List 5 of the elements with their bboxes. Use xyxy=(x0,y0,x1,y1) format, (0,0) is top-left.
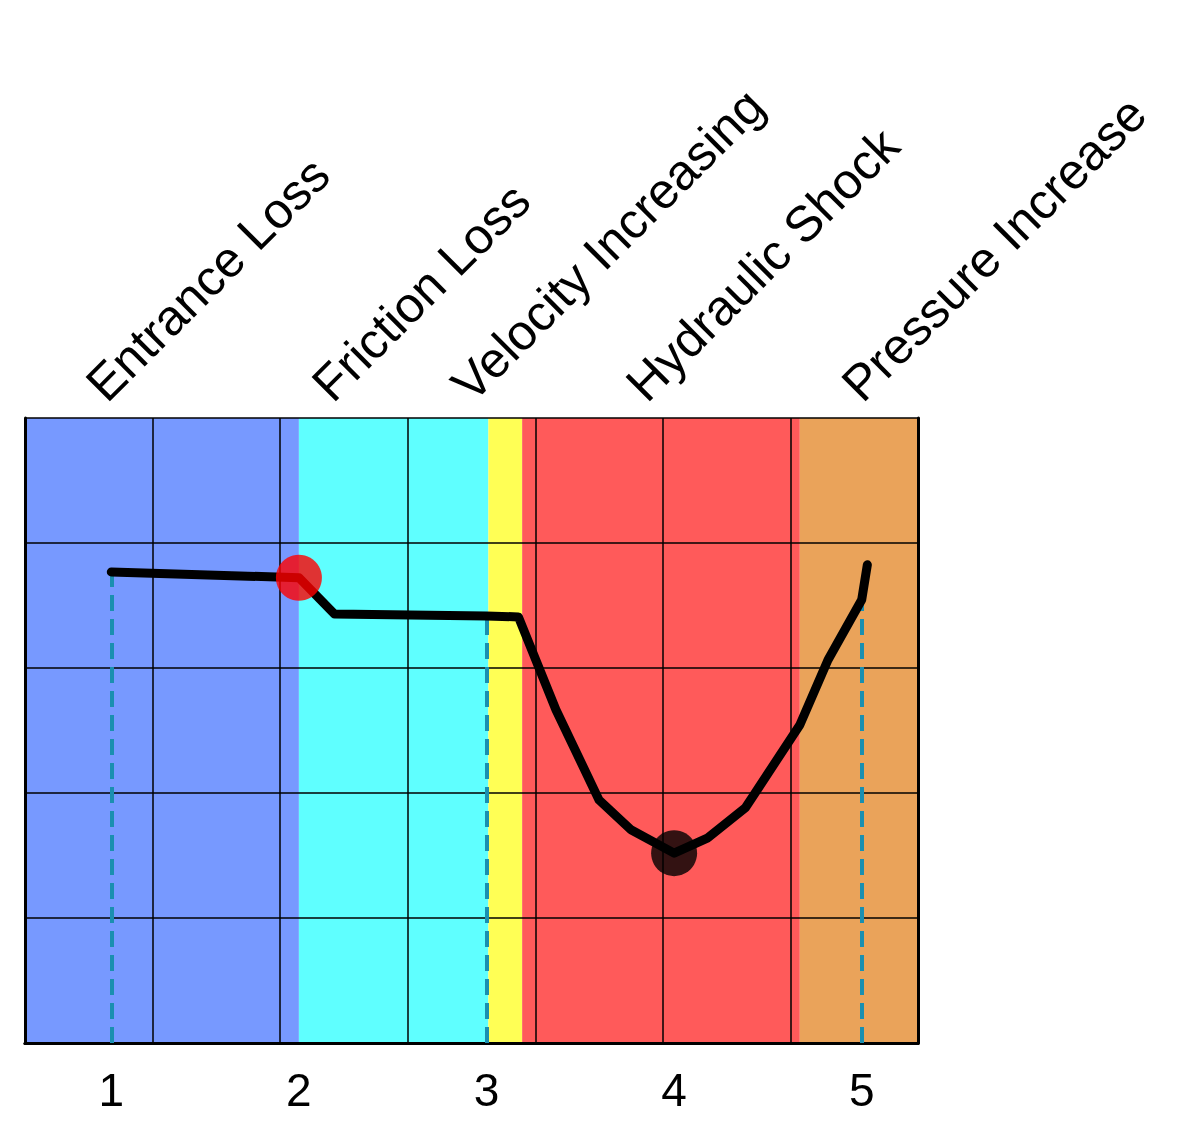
x-tick-label: 2 xyxy=(286,1064,312,1116)
x-tick-label: 5 xyxy=(848,1064,875,1116)
x-tick-label: 4 xyxy=(661,1064,687,1116)
x-tick-label: 1 xyxy=(98,1064,125,1116)
x-tick-label: 3 xyxy=(473,1064,500,1116)
